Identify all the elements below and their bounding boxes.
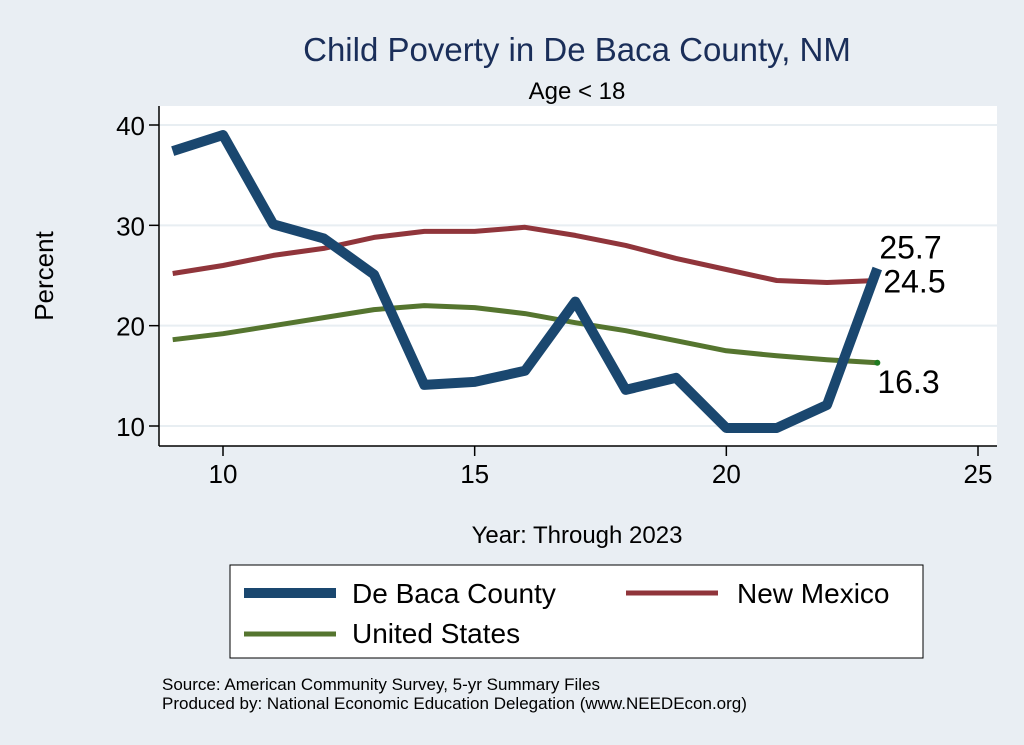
end-label-new-mexico: 24.5	[883, 264, 945, 300]
legend-box	[229, 564, 924, 659]
y-tick-label: 40	[116, 111, 145, 141]
legend: De Baca County New Mexico United States	[229, 564, 924, 659]
series-line-new-mexico	[172, 224, 878, 285]
end-label-de-baca-county: 25.7	[879, 229, 941, 265]
series-line-de-baca-county	[171, 130, 882, 433]
chart-subtitle: Age < 18	[529, 78, 626, 105]
y-tick-label: 30	[116, 211, 145, 241]
y-axis-label: Percent	[29, 230, 59, 320]
x-tick-label: 15	[460, 459, 489, 489]
end-label-united-states: 16.3	[877, 364, 939, 400]
plot-area	[159, 106, 997, 446]
x-axis: 10 15 20 25	[209, 446, 993, 489]
y-axis: 10 20 30 40	[116, 111, 159, 442]
axes	[158, 106, 997, 447]
y-tick-label: 20	[116, 312, 145, 342]
x-axis-label: Year: Through 2023	[472, 522, 683, 549]
x-tick-label: 25	[964, 459, 993, 489]
grid	[159, 124, 997, 427]
legend-label-de-baca-county: De Baca County	[352, 578, 556, 609]
x-tick-label: 10	[209, 459, 238, 489]
legend-label-new-mexico: New Mexico	[737, 578, 889, 609]
series-layer	[171, 130, 882, 433]
series-line-united-states	[172, 303, 878, 366]
chart-title: Child Poverty in De Baca County, NM	[303, 31, 851, 68]
y-tick-label: 10	[116, 412, 145, 442]
end-marker-united-states	[874, 359, 881, 366]
legend-label-united-states: United States	[352, 618, 520, 649]
end-labels: 25.724.5 16.3	[877, 229, 945, 399]
produced-note: Produced by: National Economic Education…	[162, 694, 747, 713]
x-tick-label: 20	[712, 459, 741, 489]
source-note: Source: American Community Survey, 5-yr …	[162, 675, 600, 694]
